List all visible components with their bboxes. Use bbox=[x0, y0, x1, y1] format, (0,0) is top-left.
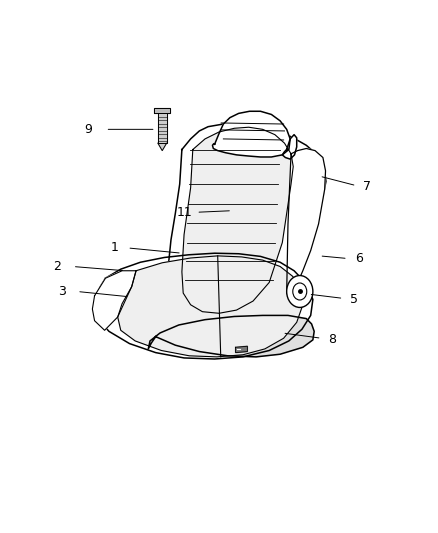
Polygon shape bbox=[182, 127, 293, 313]
Text: 2: 2 bbox=[53, 260, 61, 273]
Polygon shape bbox=[212, 111, 290, 157]
Text: 7: 7 bbox=[364, 180, 371, 193]
Circle shape bbox=[287, 276, 313, 308]
Text: 8: 8 bbox=[328, 333, 336, 346]
Text: 1: 1 bbox=[110, 241, 118, 254]
Polygon shape bbox=[154, 108, 170, 114]
Polygon shape bbox=[287, 149, 325, 298]
Polygon shape bbox=[118, 256, 304, 357]
Text: 6: 6 bbox=[355, 252, 363, 265]
Polygon shape bbox=[236, 346, 247, 353]
Text: 11: 11 bbox=[176, 206, 192, 219]
Polygon shape bbox=[158, 143, 166, 151]
Polygon shape bbox=[169, 123, 326, 316]
Polygon shape bbox=[92, 271, 136, 330]
Text: 9: 9 bbox=[84, 123, 92, 136]
Polygon shape bbox=[283, 135, 297, 159]
Polygon shape bbox=[148, 316, 314, 357]
Circle shape bbox=[293, 283, 307, 300]
Polygon shape bbox=[158, 114, 166, 143]
Polygon shape bbox=[95, 253, 313, 359]
Text: 5: 5 bbox=[350, 293, 358, 306]
Text: 3: 3 bbox=[58, 285, 66, 298]
